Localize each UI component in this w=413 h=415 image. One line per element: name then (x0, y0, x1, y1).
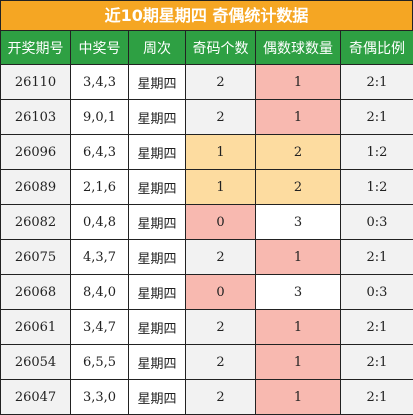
table-cell: 2 (186, 345, 256, 380)
table-cell: 26082 (1, 205, 71, 240)
column-header: 开奖期号 (1, 31, 71, 65)
table-cell: 3 (256, 205, 341, 240)
table-cell: 星期四 (129, 275, 186, 310)
table-cell: 2:1 (341, 310, 413, 345)
table-cell: 6,4,3 (71, 135, 129, 170)
table-cell: 1 (186, 170, 256, 205)
table-cell: 1:2 (341, 135, 413, 170)
table-cell: 2:1 (341, 65, 413, 100)
table-cell: 星期四 (129, 65, 186, 100)
table-cell: 星期四 (129, 345, 186, 380)
table-cell: 0,4,8 (71, 205, 129, 240)
table-cell: 星期四 (129, 240, 186, 275)
table-cell: 1 (256, 310, 341, 345)
table-cell: 1:2 (341, 170, 413, 205)
table-cell: 26068 (1, 275, 71, 310)
table-cell: 4,3,7 (71, 240, 129, 275)
table-cell: 9,0,1 (71, 100, 129, 135)
table-cell: 26047 (1, 380, 71, 415)
table-cell: 26096 (1, 135, 71, 170)
table-cell: 2 (186, 65, 256, 100)
table-cell: 2 (186, 100, 256, 135)
table-cell: 2 (256, 135, 341, 170)
table-cell: 3,4,7 (71, 310, 129, 345)
table-cell: 3,3,0 (71, 380, 129, 415)
table-cell: 26075 (1, 240, 71, 275)
table-cell: 2:1 (341, 345, 413, 380)
table-cell: 26054 (1, 345, 71, 380)
table-cell: 26103 (1, 100, 71, 135)
table-cell: 3 (256, 275, 341, 310)
table-cell: 0 (186, 205, 256, 240)
title-bar: 近10期星期四 奇偶统计数据 (0, 0, 413, 30)
table-cell: 0 (186, 275, 256, 310)
table-cell: 2,1,6 (71, 170, 129, 205)
table-cell: 26061 (1, 310, 71, 345)
header-row: 开奖期号中奖号周次奇码个数偶数球数量奇偶比例 (1, 31, 413, 65)
table-cell: 26110 (1, 65, 71, 100)
table-cell: 0:3 (341, 205, 413, 240)
table-cell: 1 (256, 100, 341, 135)
table-cell: 1 (256, 380, 341, 415)
column-header: 周次 (129, 31, 186, 65)
table-cell: 6,5,5 (71, 345, 129, 380)
table-cell: 星期四 (129, 135, 186, 170)
table-cell: 1 (256, 240, 341, 275)
table-cell: 2:1 (341, 380, 413, 415)
table-cell: 3,4,3 (71, 65, 129, 100)
table-cell: 8,4,0 (71, 275, 129, 310)
table-cell: 2:1 (341, 100, 413, 135)
column-header: 中奖号 (71, 31, 129, 65)
table-cell: 星期四 (129, 100, 186, 135)
table-cell: 1 (256, 65, 341, 100)
column-header: 奇码个数 (186, 31, 256, 65)
column-header: 偶数球数量 (256, 31, 341, 65)
table-cell: 星期四 (129, 380, 186, 415)
table-cell: 1 (256, 345, 341, 380)
table-cell: 2 (186, 240, 256, 275)
table-cell: 2:1 (341, 240, 413, 275)
table-cell: 星期四 (129, 205, 186, 240)
table-cell: 2 (256, 170, 341, 205)
table-cell: 2 (186, 310, 256, 345)
column-header: 奇偶比例 (341, 31, 413, 65)
table-cell: 26089 (1, 170, 71, 205)
table-cell: 2 (186, 380, 256, 415)
table-cell: 0:3 (341, 275, 413, 310)
table-cell: 1 (186, 135, 256, 170)
table-cell: 星期四 (129, 310, 186, 345)
table-cell: 星期四 (129, 170, 186, 205)
